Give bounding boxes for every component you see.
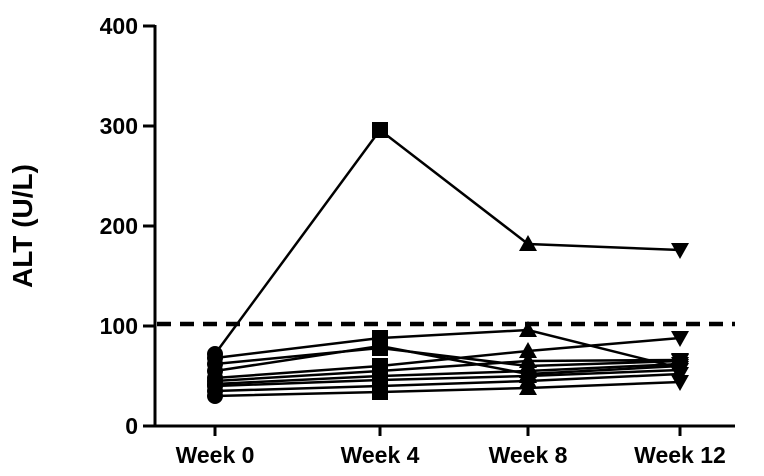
x-tick-label-1: Week 0: [176, 442, 255, 468]
data-point-1-2: [372, 122, 388, 138]
y-tick-label-400: 400: [100, 13, 138, 39]
data-point-5-4: [671, 331, 689, 347]
series-line-6: [214, 358, 681, 383]
y-tick-label-100: 100: [100, 313, 138, 339]
series-line-1: [213, 128, 681, 355]
series-line-4: [214, 344, 681, 376]
y-tick-label-200: 200: [100, 213, 138, 239]
series-line-5: [214, 336, 681, 380]
data-point-2-3: [519, 321, 537, 337]
series-line-3: [214, 346, 681, 368]
data-point-10-2: [372, 384, 388, 400]
x-tick-label-3: Week 8: [489, 442, 568, 468]
data-point-1-4: [671, 243, 689, 259]
series-line-9: [214, 372, 681, 393]
series-line-7: [214, 362, 681, 386]
x-tick-label-2: Week 4: [341, 442, 420, 468]
series-layer: [213, 128, 681, 398]
data-point-10-1: [207, 388, 223, 404]
data-point-10-4: [671, 375, 689, 391]
data-point-1-3: [519, 235, 537, 251]
y-axis-title: ALT (U/L): [7, 164, 38, 288]
data-point-5-3: [519, 342, 537, 358]
marker-layer: [207, 122, 689, 404]
x-tick-label-4: Week 12: [634, 442, 726, 468]
y-tick-label-300: 300: [100, 113, 138, 139]
axis-layer: 0 100 200 300 400 Week 0 Week 4 Week 8 Week 12: [100, 13, 735, 468]
series-line-2: [214, 328, 681, 370]
y-tick-label-0: 0: [125, 413, 138, 439]
data-point-4-2: [372, 338, 388, 354]
data-point-10-3: [519, 379, 537, 395]
series-line-10: [214, 380, 681, 398]
data-point-6-3: [519, 352, 537, 368]
series-line-8: [214, 368, 681, 388]
